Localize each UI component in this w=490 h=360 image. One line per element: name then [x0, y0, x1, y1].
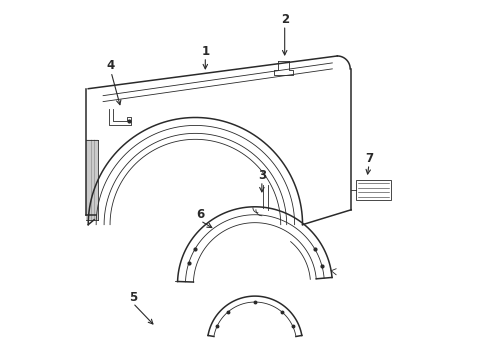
Text: 7: 7	[365, 152, 373, 165]
Text: 6: 6	[196, 208, 204, 221]
Text: 5: 5	[129, 291, 137, 303]
Text: 3: 3	[258, 168, 266, 181]
Text: 4: 4	[107, 59, 115, 72]
Text: 2: 2	[281, 13, 289, 26]
Text: 1: 1	[201, 45, 209, 58]
